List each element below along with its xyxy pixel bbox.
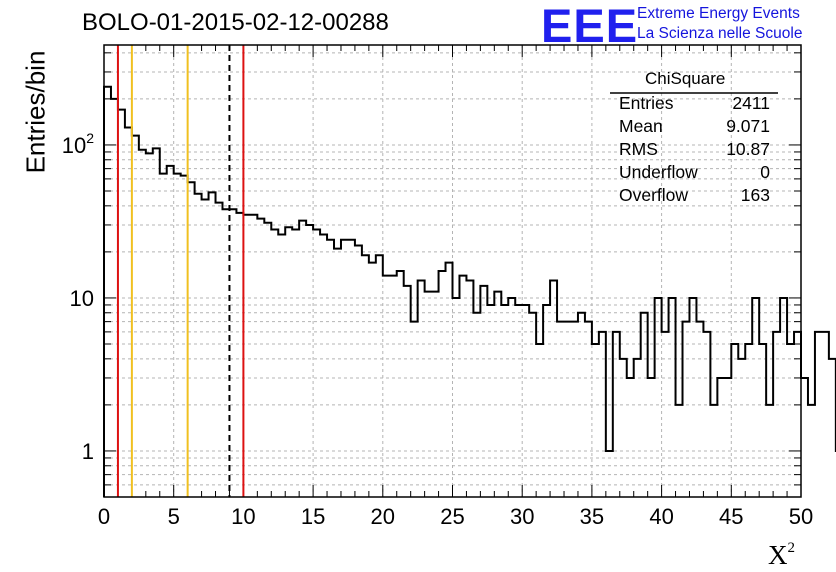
- y-tick-label: 1: [82, 439, 94, 464]
- y-axis-label: Entries/bin: [20, 50, 51, 174]
- y-tick-label: 10: [70, 286, 94, 311]
- stats-value-rms: 10.87: [726, 139, 770, 159]
- stats-value-entries: 2411: [732, 93, 770, 113]
- stats-value-underflow: 0: [760, 162, 770, 182]
- stats-name-overflow: Overflow: [619, 185, 689, 205]
- logo-line-2: La Scienza nelle Scuole: [637, 25, 803, 42]
- x-tick-label: 50: [789, 504, 813, 529]
- x-tick-label: 40: [649, 504, 673, 529]
- eee-logo: EEE: [541, 0, 639, 52]
- stats-value-overflow: 163: [740, 185, 770, 205]
- x-axis-label-sup: 2: [787, 540, 796, 556]
- x-tick-label: 5: [168, 504, 180, 529]
- histogram-step-line: [103, 85, 836, 497]
- stats-name-mean: Mean: [619, 116, 663, 136]
- x-tick-label: 25: [440, 504, 464, 529]
- x-axis-label: X2: [768, 540, 795, 571]
- stats-name-rms: RMS: [619, 139, 658, 159]
- x-tick-label: 0: [98, 504, 110, 529]
- plot-frame: [103, 44, 802, 498]
- y-tick-label-base: 10: [62, 133, 86, 158]
- stats-title: ChiSquare: [645, 69, 726, 88]
- histogram-title: BOLO-01-2015-02-12-00288: [82, 9, 389, 36]
- x-tick-label: 20: [371, 504, 395, 529]
- x-axis-label-base: X: [768, 540, 788, 570]
- x-tick-label: 10: [231, 504, 255, 529]
- x-tick-label: 45: [719, 504, 743, 529]
- x-tick-label: 30: [510, 504, 534, 529]
- y-tick-label-sup: 2: [86, 130, 94, 146]
- y-tick-label: 102: [62, 130, 94, 158]
- stats-name-entries: Entries: [619, 93, 674, 113]
- stats-value-mean: 9.071: [726, 116, 770, 136]
- x-tick-label: 35: [580, 504, 604, 529]
- x-tick-label: 15: [301, 504, 325, 529]
- logo-line-1: Extreme Energy Events: [637, 5, 800, 22]
- stats-name-underflow: Underflow: [619, 162, 698, 182]
